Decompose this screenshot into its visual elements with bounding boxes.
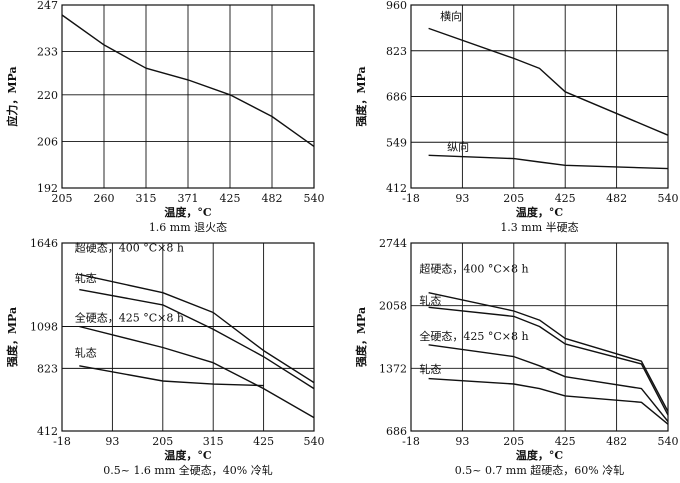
x-tick-label: 205	[503, 192, 524, 205]
series-line-4	[79, 365, 264, 387]
y-tick-label: 192	[37, 182, 58, 195]
y-tick-label: 247	[37, 0, 58, 12]
series-line-1	[428, 27, 669, 136]
series-annotation: 纵向	[447, 139, 469, 153]
series-line-3	[79, 325, 315, 419]
x-axis-label: 温度，°C	[516, 205, 563, 219]
y-tick-label: 1098	[30, 320, 58, 333]
chart-caption: 0.5~ 0.7 mm 超硬态，60% 冷轧	[455, 463, 625, 477]
x-tick-label: 425	[555, 192, 576, 205]
y-tick-label: 686	[386, 91, 407, 104]
x-tick-label: 315	[203, 435, 224, 448]
series-annotation: 轧态	[75, 271, 97, 285]
series-line-2	[428, 154, 669, 170]
y-axis-label: 强度，MPa	[354, 307, 368, 367]
plot-frame	[61, 242, 315, 432]
x-tick-label: -18	[53, 435, 71, 448]
series-annotation: 横向	[440, 9, 462, 23]
chart-3: -18 93 205 315 425 540 412 823 1098 1646 超硬态，400 °…	[5, 237, 325, 477]
x-tick-label: 371	[178, 192, 199, 205]
y-tick-label: 412	[386, 182, 407, 195]
x-tick-label: 93	[455, 435, 469, 448]
series-annotation: 轧态	[419, 362, 441, 376]
x-tick-label: 260	[94, 192, 115, 205]
x-tick-label: 93	[455, 192, 469, 205]
chart-caption: 0.5~ 1.6 mm 全硬态，40% 冷轧	[103, 463, 273, 477]
series-annotation: 超硬态，400 °C×8 h	[419, 262, 528, 276]
x-tick-label: 540	[658, 192, 679, 205]
x-axis-label: 温度，°C	[516, 448, 563, 462]
y-tick-label: 1372	[379, 362, 407, 375]
x-tick-label: -18	[402, 435, 420, 448]
x-tick-label: -18	[402, 192, 420, 205]
x-tick-label: 425	[253, 435, 274, 448]
series-annotation: 轧态	[419, 294, 441, 308]
x-tick-label: 315	[136, 192, 157, 205]
series-line-1	[61, 14, 315, 147]
chart-caption: 1.3 mm 半硬态	[500, 220, 578, 234]
chart-2: -18 93 205 425 482 540 412 549 686 823 960 横向纵向温度，°…	[354, 0, 679, 234]
series-annotation: 全硬态，425 °C×8 h	[419, 329, 528, 343]
series-annotation: 全硬态，425 °C×8 h	[75, 311, 184, 325]
x-tick-label: 425	[555, 435, 576, 448]
x-axis-label: 温度，°C	[164, 205, 211, 219]
x-tick-label: 540	[304, 192, 325, 205]
y-tick-label: 549	[386, 136, 407, 149]
chart-caption: 1.6 mm 退火态	[149, 221, 227, 234]
y-tick-label: 686	[386, 425, 407, 438]
y-tick-label: 233	[37, 46, 58, 59]
chart-1: 205 260 315 371 425 482 540 192 206 220 233 247 温度，°…	[5, 0, 325, 234]
y-tick-label: 2058	[379, 300, 407, 313]
series-annotation: 轧态	[75, 346, 97, 360]
x-tick-label: 425	[220, 192, 241, 205]
series-line-1	[79, 273, 315, 384]
y-axis-label: 强度，MPa	[354, 66, 368, 126]
chart-4: -18 93 205 425 482 540 686 1372 2058 2744 超硬态，400 …	[354, 237, 679, 477]
y-axis-label: 强度，MPa	[5, 307, 19, 367]
x-tick-label: 540	[304, 435, 325, 448]
series-annotation: 超硬态，400 °C×8 h	[75, 241, 184, 255]
x-tick-label: 482	[262, 192, 283, 205]
series-line-1	[428, 292, 669, 412]
plot-frame	[410, 242, 669, 432]
y-tick-label: 2744	[379, 237, 407, 250]
x-tick-label: 205	[152, 435, 173, 448]
y-tick-label: 823	[37, 362, 58, 375]
series-line-2	[79, 288, 315, 390]
y-tick-label: 960	[386, 0, 407, 12]
y-axis-label: 应力，MPa	[5, 66, 19, 126]
y-tick-label: 1646	[30, 237, 58, 250]
y-tick-label: 823	[386, 45, 407, 58]
x-tick-label: 93	[105, 435, 119, 448]
series-line-2	[428, 306, 669, 416]
x-tick-label: 205	[503, 435, 524, 448]
x-axis-label: 温度，°C	[164, 448, 211, 462]
x-tick-label: 482	[606, 192, 627, 205]
x-tick-label: 205	[52, 192, 73, 205]
x-tick-label: 540	[658, 435, 679, 448]
y-tick-label: 206	[37, 135, 58, 148]
y-tick-label: 412	[37, 425, 58, 438]
y-tick-label: 220	[37, 89, 58, 102]
series-line-4	[428, 377, 669, 425]
x-tick-label: 482	[606, 435, 627, 448]
series-line-3	[428, 344, 669, 422]
